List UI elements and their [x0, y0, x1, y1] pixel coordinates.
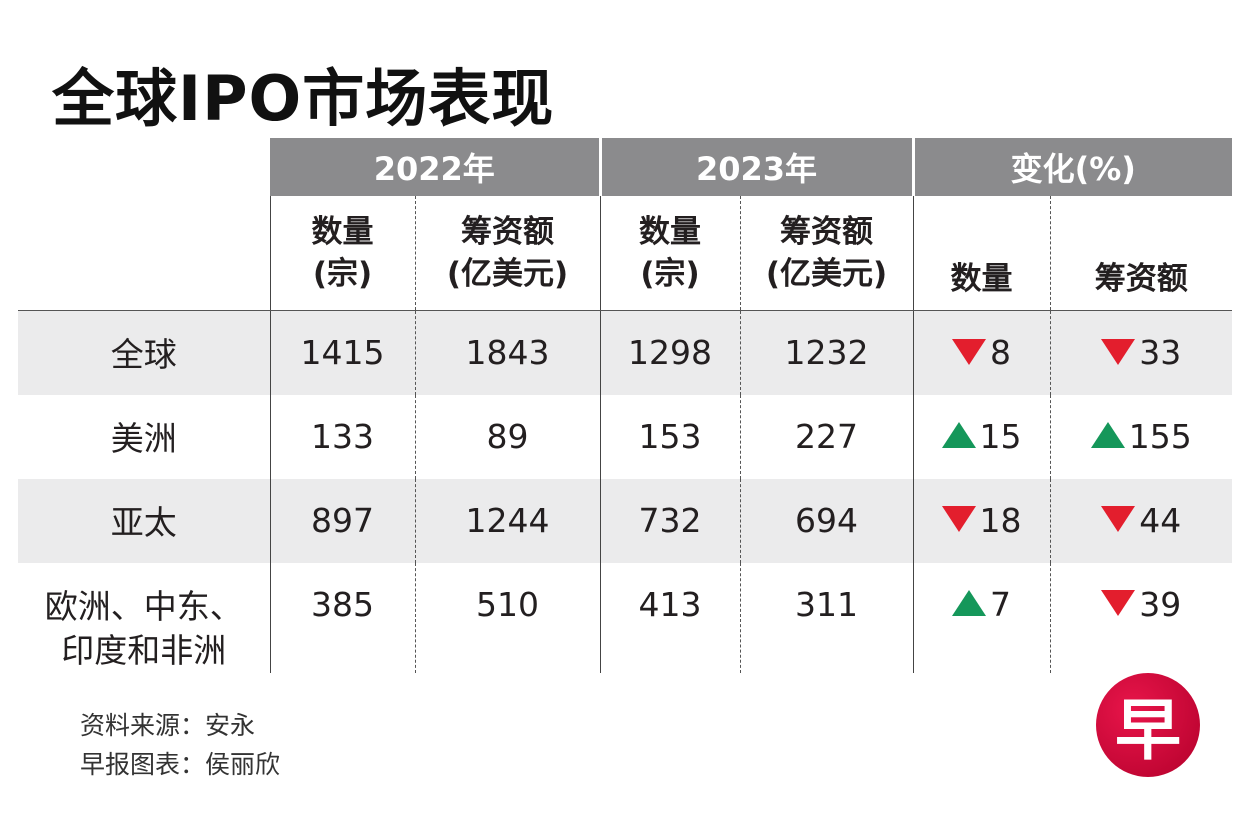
- subheader-label: 筹资额: [461, 214, 554, 250]
- value-cell-v2022-funds: 1843: [414, 310, 600, 395]
- change-value: 8: [990, 333, 1011, 372]
- page-title: 全球IPO市场表现: [52, 62, 555, 135]
- subheader-unit: (宗): [312, 256, 373, 292]
- logo-text: 早: [1115, 691, 1181, 769]
- zaobao-logo: 早: [1096, 673, 1200, 777]
- subheader-unit: (亿美元): [446, 256, 569, 292]
- value-cell-v2022-count: 133: [269, 394, 415, 479]
- group-header-2022: 2022年: [270, 138, 600, 196]
- value-cell-v2022-funds: 510: [414, 562, 600, 673]
- table-row: 欧洲、中东、 印度和非洲 385 510 413 311 7 39: [18, 562, 1232, 673]
- subheader-cell: 筹资额 (亿美元): [739, 196, 913, 311]
- up-triangle-icon: [952, 590, 986, 616]
- up-triangle-icon: [941, 422, 976, 448]
- region-cell: 全球: [18, 310, 270, 395]
- credit-note: 早报图表：侯丽欣: [80, 750, 281, 779]
- subheader-unit: (亿美元): [765, 256, 888, 292]
- value-cell-v2023-funds: 694: [739, 478, 913, 563]
- down-triangle-icon: [952, 338, 986, 365]
- region-label: 全球: [110, 335, 177, 374]
- change-value: 15: [979, 416, 1022, 456]
- table-row: 全球 1415 1843 1298 1232 8 33: [18, 310, 1232, 395]
- region-cell: 欧洲、中东、 印度和非洲: [18, 563, 270, 673]
- table-row: 亚太 897 1244 732 694 18 44: [18, 478, 1232, 563]
- up-triangle-icon: [1090, 422, 1125, 448]
- subheader-label: 数量: [311, 214, 374, 250]
- down-triangle-icon: [1101, 590, 1136, 616]
- change-value: 155: [1128, 416, 1192, 456]
- source-note: 资料来源：安永: [80, 711, 256, 740]
- change-cell: 7: [912, 562, 1050, 673]
- region-label: 亚太: [110, 502, 177, 542]
- subheader-cell: 数量: [912, 196, 1050, 311]
- change-cell: 15: [912, 394, 1050, 479]
- down-triangle-icon: [941, 506, 976, 532]
- region-cell: 美洲: [18, 395, 270, 479]
- group-header-2023: 2023年: [598, 138, 913, 196]
- subheader-label: 筹资额: [1094, 261, 1188, 297]
- value-cell-v2023-count: 732: [599, 478, 740, 563]
- corner-cell: [18, 138, 270, 196]
- subheader-cell: 数量 (宗): [599, 196, 740, 311]
- subheader-label: 数量: [639, 214, 701, 250]
- group-header-change: 变化(%): [911, 138, 1232, 196]
- subheader-label: 筹资额: [780, 214, 873, 250]
- value-cell-v2023-count: 413: [599, 562, 740, 673]
- value-cell-v2022-count: 385: [269, 562, 415, 673]
- subheader-cell: 数量 (宗): [269, 196, 415, 311]
- region-label: 美洲: [110, 418, 177, 458]
- value-cell-v2022-count: 1415: [269, 310, 415, 395]
- change-cell: 18: [912, 478, 1050, 563]
- change-cell: 39: [1049, 562, 1232, 673]
- change-value: 18: [979, 500, 1022, 540]
- table-row: 美洲 133 89 153 227 15 155: [18, 394, 1232, 479]
- corner-cell: [18, 196, 270, 311]
- value-cell-v2023-funds: 311: [739, 562, 913, 673]
- change-cell: 33: [1049, 310, 1232, 395]
- change-cell: 155: [1049, 394, 1232, 479]
- subheader-cell: 筹资额 (亿美元): [414, 196, 600, 311]
- subheader-unit: (宗): [640, 256, 700, 292]
- value-cell-v2023-funds: 1232: [739, 310, 913, 395]
- subheader-label: 数量: [950, 261, 1013, 297]
- subheader-cell: 筹资额: [1049, 196, 1232, 311]
- value-cell-v2023-count: 1298: [599, 310, 740, 395]
- change-value: 33: [1139, 333, 1182, 372]
- region-label: 欧洲、中东、: [44, 586, 243, 626]
- ipo-table: 2022年 2023年 变化(%) 数量 (宗) 筹资额 (亿美元) 数量 (宗) 筹资额 (…: [18, 138, 1232, 673]
- change-value: 44: [1139, 500, 1182, 540]
- down-triangle-icon: [1101, 338, 1136, 365]
- value-cell-v2023-funds: 227: [739, 394, 913, 479]
- region-cell: 亚太: [18, 478, 270, 563]
- region-label-line2: 印度和非洲: [61, 630, 227, 670]
- value-cell-v2022-count: 897: [269, 478, 415, 563]
- change-cell: 8: [912, 310, 1050, 395]
- value-cell-v2022-funds: 89: [414, 394, 600, 479]
- down-triangle-icon: [1101, 506, 1136, 532]
- change-value: 39: [1139, 584, 1182, 624]
- change-cell: 44: [1049, 478, 1232, 563]
- value-cell-v2022-funds: 1244: [414, 478, 600, 563]
- value-cell-v2023-count: 153: [599, 394, 740, 479]
- change-value: 7: [990, 584, 1011, 624]
